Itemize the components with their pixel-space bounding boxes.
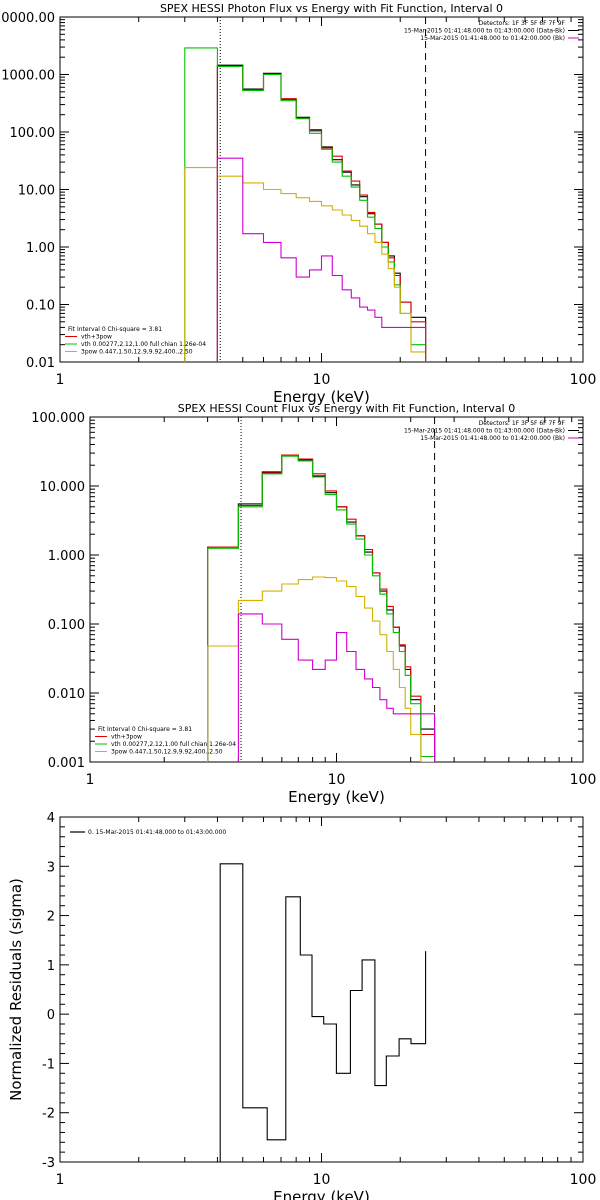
y-tick-label: 1 [47, 959, 55, 974]
y-tick-label: 10000.00 [0, 11, 55, 26]
x-tick-label: 100 [570, 772, 597, 788]
chart-panel-3: 1 10 100 -3 -2 -1 0 1 2 3 4 Energy (keV) Normalized … [7, 811, 596, 1200]
y-tick-label: 4 [47, 811, 55, 826]
x-axis-label: Energy (keV) [288, 788, 385, 806]
y-tick-label: 0 [47, 1008, 55, 1023]
legend-bottom-entry: vth+3pow [111, 734, 142, 741]
chart-title: SPEX HESSI Photon Flux vs Energy with Fi… [160, 2, 503, 15]
legend-top-entry: 15-Mar-2015 01:41:48.000 to 01:42:00.000… [420, 435, 565, 442]
y-tick-label: 10.00 [18, 184, 55, 199]
y-tick-label: 0.010 [48, 687, 85, 702]
plot-frame [59, 816, 584, 1163]
y-tick-label: 1.000 [48, 549, 85, 564]
legend-bottom-entry: vth 0.00277,2.12,1.00 full chian 1.26e-0… [111, 741, 236, 748]
legend-bottom-entry: 3pow 0.447,1.50,12.9,9.92,400.,2.50 [111, 749, 223, 756]
series-line-1 [216, 64, 427, 362]
legend-bottom-entry: vth 0.00277,2.12,1.00 full chian 1.26e-0… [81, 341, 206, 348]
y-tick-label: 0.100 [48, 618, 85, 633]
y-tick-label: -2 [42, 1107, 55, 1122]
series-line-1 [207, 454, 436, 762]
x-tick-label: 1 [56, 372, 65, 388]
y-tick-label: -1 [42, 1057, 55, 1072]
chart-panel-2: SPEX HESSI Count Flux vs Energy with Fit… [31, 402, 596, 806]
x-tick-label: 10 [313, 372, 331, 388]
plot-area [219, 863, 427, 1162]
y-tick-label: 10.000 [40, 480, 86, 495]
series-line-2 [216, 65, 427, 362]
plot-area [207, 454, 436, 762]
series-line-5 [237, 613, 436, 762]
x-tick-label: 1 [86, 772, 95, 788]
x-tick-label: 100 [570, 372, 597, 388]
plot-frame [89, 416, 584, 763]
legend-bottom-entry: Fit Interval 0 Chi-square = 3.81 [68, 326, 162, 333]
series-line-2 [207, 454, 436, 762]
y-tick-label: 0.001 [48, 756, 85, 771]
y-axis-label: Normalized Residuals (sigma) [7, 878, 25, 1101]
y-tick-label: 100.00 [10, 126, 56, 141]
legend-bottom-entry: 3pow 0.447,1.50,12.9,9.92,400.,2.50 [81, 349, 193, 356]
y-tick-label: 1.00 [26, 241, 55, 256]
x-tick-label: 10 [313, 1172, 331, 1188]
x-tick-label: 10 [328, 772, 346, 788]
x-tick-label: 1 [56, 1172, 65, 1188]
plot-area [184, 47, 427, 362]
legend-top-entry: Detectors: 1F 3F 5F 6F 7F 9F [479, 20, 566, 27]
legend-top-entry: 15-Mar-2015 01:41:48.000 to 01:43:00.000… [404, 428, 565, 435]
legend-bottom-entry: vth+3pow [81, 334, 112, 341]
series-line-4 [184, 167, 427, 362]
legend-top-entry: 15-Mar-2015 01:41:48.000 to 01:43:00.000… [404, 28, 565, 35]
y-tick-label: 0.10 [26, 299, 55, 314]
x-axis-label: Energy (keV) [273, 1188, 370, 1200]
chart-panel-1: SPEX HESSI Photon Flux vs Energy with Fi… [0, 2, 596, 406]
series-line-3 [184, 47, 427, 362]
chart-title: SPEX HESSI Count Flux vs Energy with Fit… [178, 402, 515, 415]
plot-frame [59, 16, 584, 363]
series-line-4 [207, 576, 436, 762]
legend-bottom-entry: Fit Interval 0 Chi-square = 3.81 [98, 726, 192, 733]
series-line-5 [216, 157, 427, 362]
y-tick-label: 100.000 [31, 411, 85, 426]
x-axis-label: Energy (keV) [273, 388, 370, 406]
y-tick-label: 1000.00 [1, 69, 55, 84]
legend-top-entry: Detectors: 1F 3F 5F 6F 7F 9F [479, 420, 566, 427]
series-line-1 [219, 863, 427, 1162]
y-tick-label: -3 [42, 1156, 55, 1171]
y-tick-label: 2 [47, 910, 55, 925]
legend-top-entry: 15-Mar-2015 01:41:48.000 to 01:42:00.000… [420, 35, 565, 42]
series-line-3 [207, 455, 436, 762]
legend-top-entry: 0. 15-Mar-2015 01:41:48.000 to 01:43:00.… [88, 829, 226, 836]
x-tick-label: 100 [570, 1172, 597, 1188]
y-tick-label: 0.01 [26, 356, 55, 371]
y-tick-label: 3 [47, 860, 55, 875]
